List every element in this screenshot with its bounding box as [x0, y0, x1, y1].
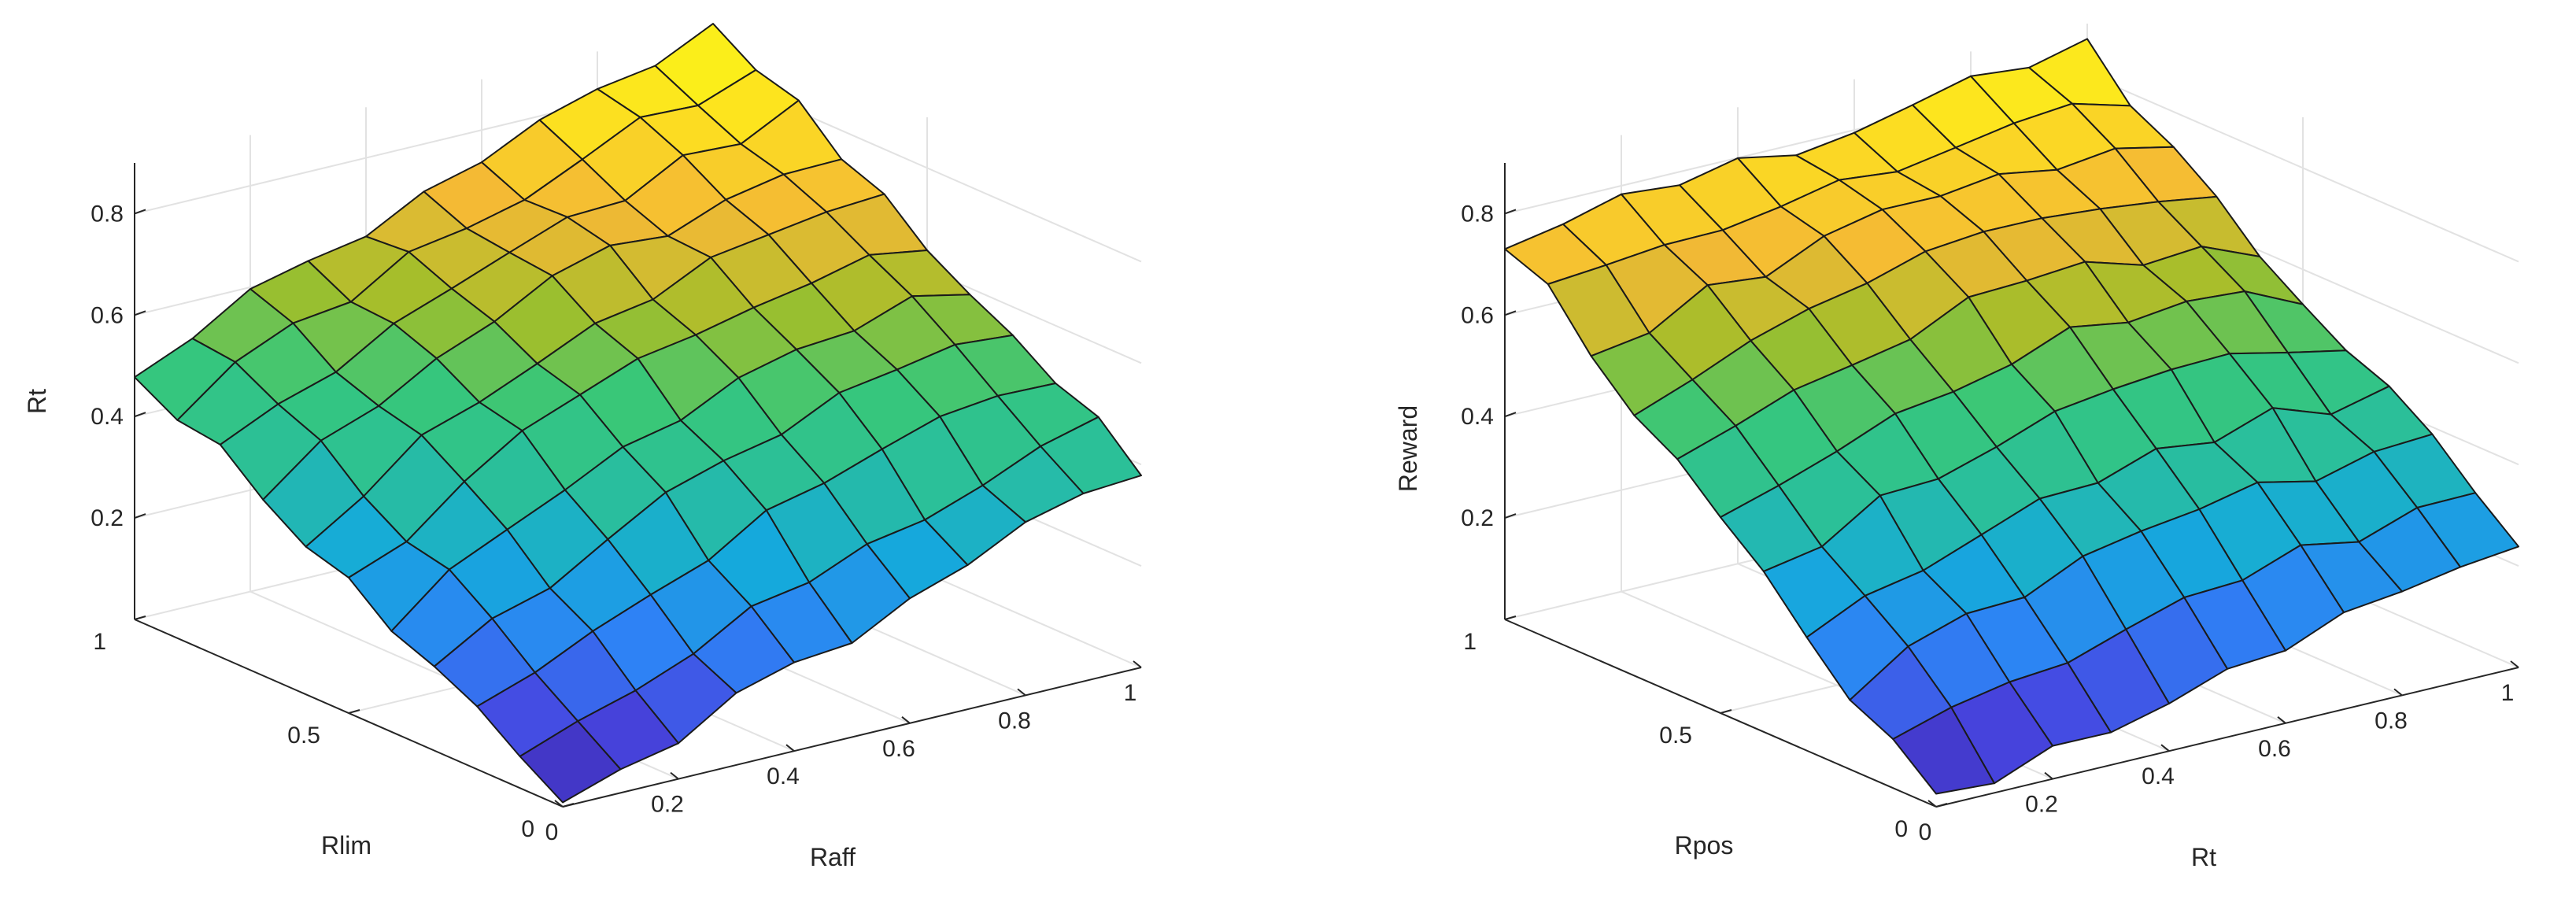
x-tick-mark	[1017, 688, 1026, 697]
z-tick-label: 0.2	[91, 505, 124, 531]
x-tick-label: 0.2	[651, 792, 684, 818]
x-tick-label: 0.2	[2025, 792, 2058, 818]
surface-patch	[1892, 706, 1995, 795]
z-tick-label: 0.2	[1461, 505, 1494, 531]
x-tick-mark	[2510, 660, 2519, 668]
x-tick-mark	[2277, 716, 2286, 724]
x-tick-label: 0	[545, 819, 559, 845]
z-tick-label: 0.8	[1461, 201, 1494, 227]
x-axis-line	[562, 667, 1142, 808]
x-tick-label: 0.4	[767, 763, 800, 789]
y-axis-label: Rpos	[1675, 831, 1734, 859]
x-tick-mark	[2393, 688, 2403, 697]
y-tick-label: 0.5	[1659, 723, 1692, 749]
z-tick-label: 0.4	[91, 404, 124, 430]
z-tick-mark	[134, 412, 146, 418]
z-tick-mark	[134, 310, 146, 316]
y-tick-label: 1	[1463, 629, 1476, 655]
tick-marks	[1504, 209, 2519, 808]
surface-patch	[519, 720, 622, 804]
z-tick-mark	[1504, 209, 1517, 215]
x-tick-mark	[785, 744, 795, 752]
z-tick-label: 0.6	[1461, 302, 1494, 328]
y-axis-label: Rlim	[321, 831, 371, 859]
z-tick-label: 0.4	[1461, 404, 1494, 430]
x-tick-mark	[670, 771, 679, 780]
x-axis-line	[1935, 667, 2519, 808]
y-tick-mark	[134, 616, 146, 620]
x-axis-label: Rt	[2191, 843, 2216, 871]
z-tick-label: 0.6	[91, 302, 124, 328]
z-tick-mark	[1504, 412, 1517, 418]
z-tick-mark	[134, 209, 146, 215]
x-tick-mark	[1927, 800, 1937, 808]
y-tick-mark	[1935, 803, 1948, 808]
surface-mesh	[1504, 38, 2519, 795]
y-tick-mark	[1720, 709, 1732, 714]
y-tick-label: 0	[521, 816, 534, 842]
y-tick-label: 0.5	[287, 723, 320, 749]
x-tick-mark	[2160, 744, 2170, 752]
x-tick-label: 1	[2501, 680, 2515, 706]
y-tick-label: 1	[93, 629, 106, 655]
y-tick-mark	[1504, 616, 1517, 620]
x-tick-label: 0.6	[882, 736, 915, 762]
x-tick-label: 0.6	[2258, 736, 2291, 762]
left-surface-plot: 0.2 0.4 0.6 0.8 0 0.5 1 0 0.2 0.4 0.6 0.…	[23, 23, 1142, 871]
tick-marks	[134, 209, 1142, 808]
z-tick-mark	[1504, 513, 1517, 519]
x-tick-mark	[2044, 771, 2053, 780]
surface-mesh	[134, 23, 1142, 804]
x-tick-mark	[901, 716, 911, 724]
x-tick-label: 0.8	[2375, 708, 2408, 734]
z-tick-mark	[1504, 310, 1517, 316]
x-tick-label: 1	[1124, 680, 1137, 706]
y-tick-mark	[348, 709, 360, 714]
z-tick-label: 0.8	[91, 201, 124, 227]
x-tick-label: 0	[1919, 819, 1932, 845]
x-tick-label: 0.4	[2142, 763, 2175, 789]
y-tick-mark	[562, 803, 575, 808]
z-tick-mark	[134, 513, 146, 519]
y-tick-label: 0	[1894, 816, 1908, 842]
right-surface-plot: 0.2 0.4 0.6 0.8 0 0.5 1 0 0.2 0.4 0.6 0.…	[1394, 24, 2519, 871]
x-tick-label: 0.8	[998, 708, 1031, 734]
x-tick-mark	[554, 800, 564, 808]
z-axis-label: Rt	[23, 389, 51, 414]
x-tick-mark	[1133, 660, 1142, 668]
x-axis-label: Raff	[810, 843, 856, 871]
z-axis-label: Reward	[1394, 405, 1422, 492]
